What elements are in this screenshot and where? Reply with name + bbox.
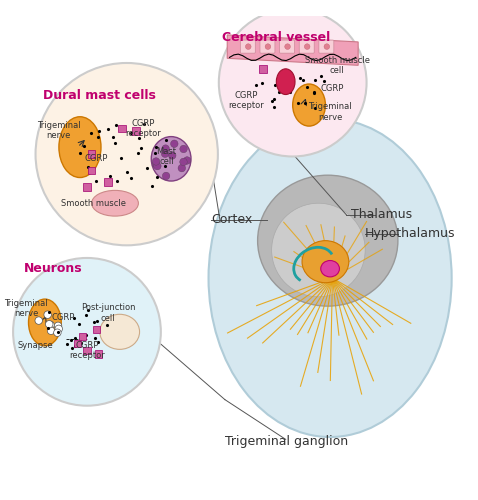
Text: CGRP: CGRP: [85, 154, 108, 164]
FancyBboxPatch shape: [83, 183, 91, 190]
FancyBboxPatch shape: [93, 326, 100, 333]
Circle shape: [54, 322, 62, 330]
FancyBboxPatch shape: [88, 150, 96, 158]
Circle shape: [35, 63, 218, 246]
Text: Cortex: Cortex: [211, 213, 252, 226]
FancyBboxPatch shape: [95, 350, 102, 358]
Ellipse shape: [258, 175, 398, 306]
Circle shape: [162, 150, 169, 158]
FancyBboxPatch shape: [280, 40, 294, 53]
Ellipse shape: [151, 136, 191, 181]
Ellipse shape: [100, 314, 140, 350]
FancyBboxPatch shape: [118, 124, 126, 132]
Circle shape: [47, 327, 55, 334]
FancyBboxPatch shape: [299, 40, 314, 53]
Circle shape: [246, 44, 251, 50]
FancyBboxPatch shape: [132, 127, 140, 134]
Circle shape: [44, 311, 52, 318]
FancyBboxPatch shape: [240, 40, 255, 53]
Circle shape: [265, 44, 271, 50]
Ellipse shape: [92, 190, 139, 216]
FancyBboxPatch shape: [259, 65, 268, 74]
Circle shape: [45, 320, 53, 328]
Circle shape: [178, 164, 185, 172]
Ellipse shape: [29, 299, 61, 346]
FancyBboxPatch shape: [83, 347, 91, 354]
Circle shape: [180, 158, 187, 166]
Circle shape: [35, 317, 43, 324]
Text: Synapse: Synapse: [18, 342, 54, 350]
Text: CGRP: CGRP: [52, 314, 75, 322]
Text: Dural mast cells: Dural mast cells: [43, 89, 155, 102]
Circle shape: [54, 329, 61, 336]
FancyBboxPatch shape: [74, 340, 81, 347]
Circle shape: [180, 145, 187, 152]
Circle shape: [304, 44, 310, 50]
Circle shape: [47, 321, 54, 328]
Circle shape: [13, 258, 161, 406]
Circle shape: [169, 152, 176, 159]
Circle shape: [184, 156, 191, 164]
Circle shape: [171, 140, 178, 147]
Circle shape: [324, 44, 330, 50]
FancyBboxPatch shape: [260, 40, 275, 53]
Circle shape: [285, 44, 290, 50]
Text: Neurons: Neurons: [24, 262, 83, 275]
Polygon shape: [227, 35, 358, 66]
Circle shape: [162, 145, 169, 152]
Text: Thalamus: Thalamus: [351, 208, 412, 222]
FancyBboxPatch shape: [88, 167, 96, 174]
Ellipse shape: [276, 69, 295, 94]
Text: Trigeminal
nerve: Trigeminal nerve: [4, 298, 48, 318]
Text: Hypothalamus: Hypothalamus: [365, 227, 456, 240]
Text: Trigeminal ganglion: Trigeminal ganglion: [225, 435, 348, 448]
Text: CGRP: CGRP: [321, 84, 344, 93]
Ellipse shape: [208, 119, 452, 437]
Text: Post-junction
cell: Post-junction cell: [81, 304, 135, 323]
Text: Trigeminal
nerve: Trigeminal nerve: [308, 102, 352, 122]
Circle shape: [152, 158, 160, 165]
Ellipse shape: [321, 260, 339, 277]
Text: Mast
cell: Mast cell: [156, 147, 176, 166]
Text: Smooth muscle: Smooth muscle: [62, 198, 127, 207]
Text: Cerebral vessel: Cerebral vessel: [222, 31, 330, 44]
Ellipse shape: [272, 203, 365, 297]
FancyBboxPatch shape: [78, 333, 86, 340]
Circle shape: [153, 162, 161, 170]
Circle shape: [55, 325, 63, 332]
Ellipse shape: [302, 240, 349, 282]
Text: CGRP
receptor: CGRP receptor: [69, 341, 105, 360]
Ellipse shape: [59, 116, 101, 178]
Ellipse shape: [293, 84, 326, 126]
FancyBboxPatch shape: [104, 178, 112, 186]
Circle shape: [152, 160, 160, 168]
Text: CGRP
receptor: CGRP receptor: [228, 90, 264, 110]
Text: CGRP
receptor: CGRP receptor: [125, 118, 161, 138]
Circle shape: [219, 8, 367, 156]
Text: Smooth muscle
cell: Smooth muscle cell: [304, 56, 369, 75]
FancyBboxPatch shape: [319, 40, 334, 53]
Text: Trigeminal
nerve: Trigeminal nerve: [37, 121, 81, 141]
Circle shape: [163, 172, 170, 180]
